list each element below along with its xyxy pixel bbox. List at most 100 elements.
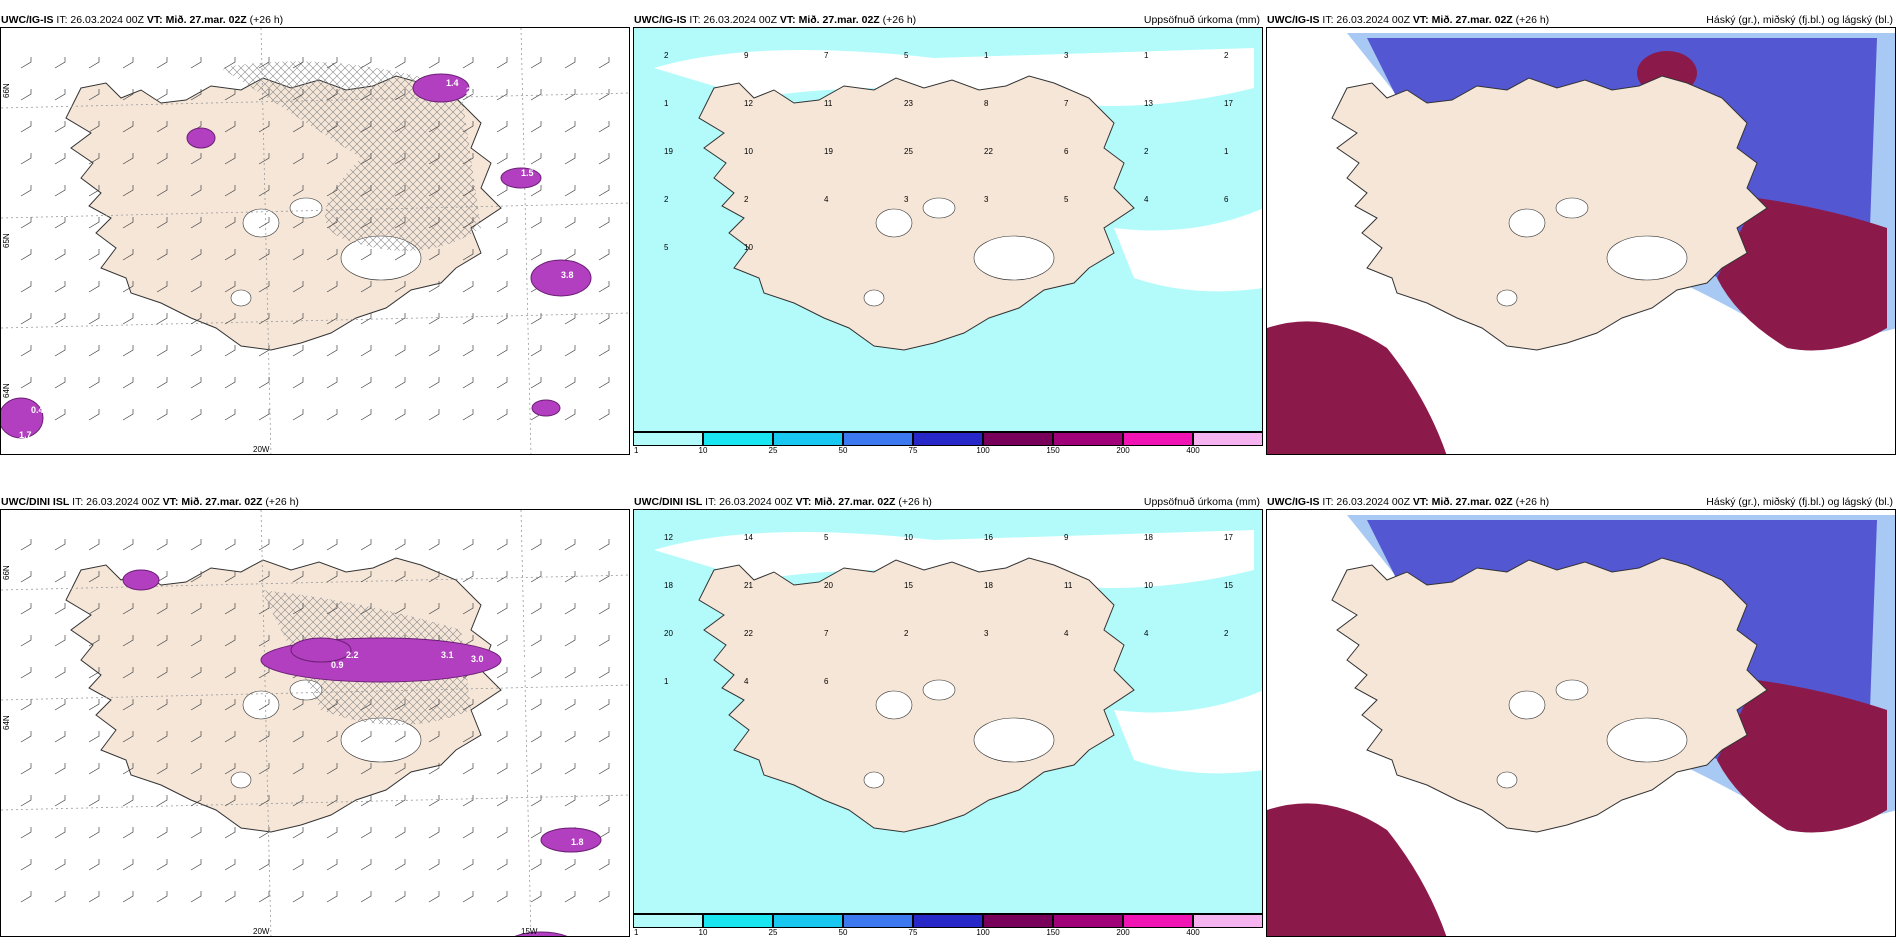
- wind-barb: [326, 827, 338, 839]
- wind-barb: [88, 409, 100, 421]
- wind-barb: [462, 635, 474, 647]
- wind-barb: [54, 249, 66, 261]
- wind-barb: [54, 89, 66, 101]
- wind-barb: [326, 185, 338, 197]
- wind-barb: [598, 699, 610, 711]
- snow-value-label: 0.5: [21, 932, 34, 937]
- wind-barb: [88, 891, 100, 903]
- wind-barb: [360, 571, 372, 583]
- wind-barb: [394, 57, 406, 69]
- wind-barb: [224, 539, 236, 551]
- wind-barb: [258, 153, 270, 165]
- wind-barb: [190, 217, 202, 229]
- wind-barb: [564, 859, 576, 871]
- wind-barb: [54, 217, 66, 229]
- wind-barb: [394, 603, 406, 615]
- precip-value-label: 6: [1224, 195, 1229, 204]
- wind-barb: [20, 827, 32, 839]
- snow-area: [530, 259, 592, 297]
- wind-barb: [122, 731, 134, 743]
- wind-barb: [88, 603, 100, 615]
- wind-barb: [564, 763, 576, 775]
- wind-barb: [530, 795, 542, 807]
- precip-value-label: 22: [984, 147, 993, 156]
- wind-barb: [156, 731, 168, 743]
- wind-barb: [428, 731, 440, 743]
- wind-barb: [564, 795, 576, 807]
- wind-barb: [88, 731, 100, 743]
- init-time: IT: 26.03.2024 00Z: [686, 14, 780, 26]
- precip-value-label: 2: [664, 195, 669, 204]
- wind-barb: [292, 57, 304, 69]
- wind-barb: [598, 795, 610, 807]
- wind-barb: [394, 571, 406, 583]
- wind-barb: [462, 603, 474, 615]
- map-panel-1-0: UWC/DINI ISL IT: 26.03.2024 00Z VT: Mið.…: [0, 487, 630, 937]
- precip-value-label: 3: [984, 195, 989, 204]
- wind-barb: [428, 603, 440, 615]
- wind-barb: [598, 763, 610, 775]
- wind-barb: [156, 89, 168, 101]
- longitude-label: 15W: [521, 927, 538, 936]
- wind-barb: [598, 89, 610, 101]
- wind-barb: [598, 603, 610, 615]
- precip-value-label: 2: [904, 629, 909, 638]
- model-name: UWC/DINI ISL: [634, 496, 703, 508]
- map-canvas: [1266, 509, 1896, 937]
- glacier: [289, 197, 323, 219]
- wind-barb: [394, 313, 406, 325]
- wind-barb: [598, 249, 610, 261]
- wind-barb: [292, 699, 304, 711]
- precip-value-label: 15: [904, 581, 913, 590]
- wind-barb: [156, 377, 168, 389]
- precip-value-label: 6: [1064, 147, 1069, 156]
- wind-barb: [190, 89, 202, 101]
- graticule-line: [1, 794, 629, 811]
- wind-barb: [190, 377, 202, 389]
- wind-barb: [496, 409, 508, 421]
- wind-barb: [496, 763, 508, 775]
- wind-barb: [122, 281, 134, 293]
- precip-value-label: 18: [1144, 533, 1153, 542]
- wind-barb: [88, 345, 100, 357]
- wind-barb: [224, 731, 236, 743]
- wind-barb: [258, 89, 270, 101]
- precip-value-label: 1: [664, 677, 669, 686]
- wind-barb: [156, 635, 168, 647]
- wind-barb: [156, 57, 168, 69]
- wind-barb: [326, 891, 338, 903]
- wind-barb: [122, 377, 134, 389]
- wind-barb: [54, 571, 66, 583]
- wind-barb: [258, 603, 270, 615]
- snow-value-label: 1.5: [521, 168, 534, 178]
- wind-barb: [54, 795, 66, 807]
- precip-value-label: 22: [744, 629, 753, 638]
- snow-area: [186, 127, 216, 149]
- wind-barb: [564, 891, 576, 903]
- snow-value-label: 1.8: [571, 837, 584, 847]
- snow-value-label: 0.9: [331, 660, 344, 670]
- colorbar-segment: [703, 432, 773, 446]
- colorbar-segment: [1123, 914, 1193, 928]
- wind-barb: [122, 345, 134, 357]
- wind-barb: [54, 345, 66, 357]
- wind-barb: [428, 57, 440, 69]
- wind-barb: [598, 409, 610, 421]
- colorbar-segment: [983, 432, 1053, 446]
- wind-barb: [326, 57, 338, 69]
- wind-barb: [224, 891, 236, 903]
- wind-barb: [462, 891, 474, 903]
- precip-value-label: 5: [1064, 195, 1069, 204]
- wind-barb: [122, 891, 134, 903]
- wind-barb: [360, 539, 372, 551]
- model-name: UWC/IG-IS: [634, 14, 687, 26]
- wind-barb: [156, 249, 168, 261]
- wind-barb: [224, 249, 236, 261]
- wind-barb: [190, 699, 202, 711]
- wind-barb: [326, 89, 338, 101]
- precip-value-label: 20: [664, 629, 673, 638]
- wind-barb: [292, 891, 304, 903]
- wind-barb: [462, 345, 474, 357]
- wind-barb: [224, 281, 236, 293]
- wind-barb: [496, 121, 508, 133]
